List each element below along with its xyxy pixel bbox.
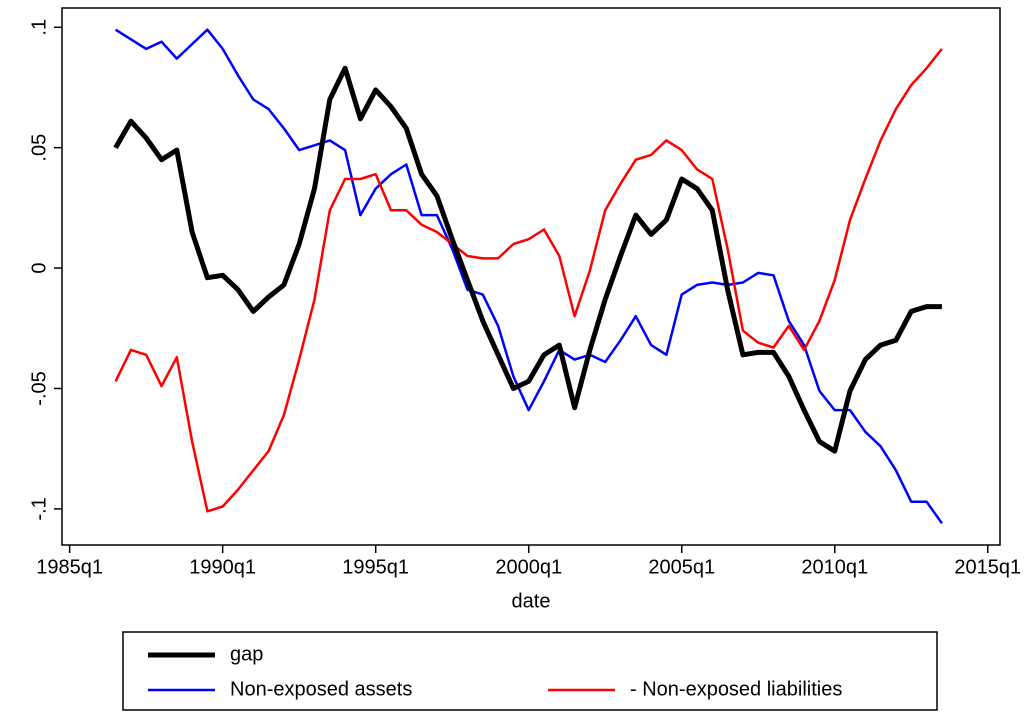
x-tick-label: 2005q1 [648,556,715,578]
y-tick-label: .1 [28,19,50,36]
x-tick-label: 1990q1 [189,556,256,578]
x-tick-label: 1995q1 [342,556,409,578]
x-tick-label: 1985q1 [36,556,103,578]
series-line [114,28,943,525]
series-line [114,48,943,513]
legend-label: gap [230,643,263,665]
x-tick-label: 2015q1 [954,556,1021,578]
x-tick-label: 2000q1 [495,556,562,578]
legend-label: Non-exposed assets [230,678,412,700]
x-axis-label: date [512,590,551,612]
series-line [113,65,942,454]
y-tick-label: -.05 [28,371,50,405]
legend-box [122,631,938,711]
y-tick-label: .05 [28,134,50,162]
y-tick-label: 0 [28,263,50,274]
y-tick-label: -.1 [28,497,50,520]
legend-label: - Non-exposed liabilities [630,678,842,700]
x-tick-label: 2010q1 [801,556,868,578]
plot-frame [61,7,1001,546]
